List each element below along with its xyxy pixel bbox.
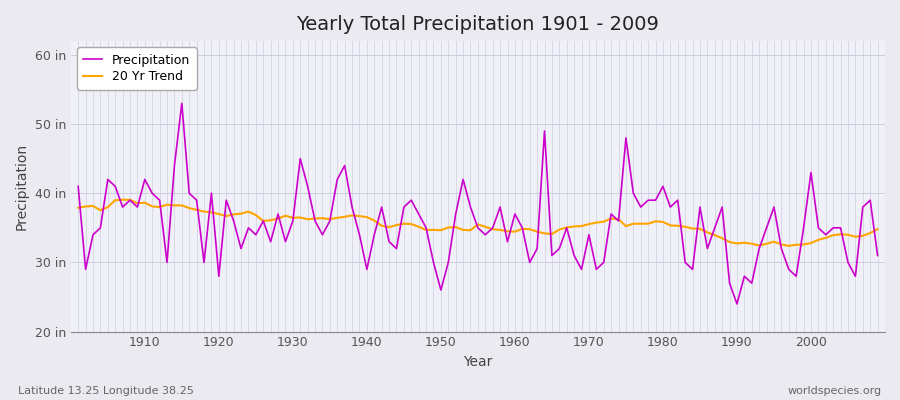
Precipitation	[346, 205, 357, 210]
20 Yr Trend	[73, 205, 84, 210]
Text: Latitude 13.25 Longitude 38.25: Latitude 13.25 Longitude 38.25	[18, 386, 194, 396]
Legend: Precipitation, 20 Yr Trend: Precipitation, 20 Yr Trend	[77, 47, 196, 90]
20 Yr Trend	[302, 217, 313, 222]
X-axis label: Year: Year	[464, 355, 492, 369]
Precipitation	[606, 212, 616, 216]
Precipitation	[302, 184, 313, 189]
Precipitation	[73, 184, 84, 189]
20 Yr Trend	[517, 226, 527, 231]
Line: 20 Yr Trend: 20 Yr Trend	[78, 200, 878, 246]
20 Yr Trend	[140, 200, 150, 205]
20 Yr Trend	[872, 227, 883, 232]
Line: Precipitation: Precipitation	[78, 103, 878, 304]
Precipitation	[176, 101, 187, 106]
Precipitation	[509, 212, 520, 216]
Precipitation	[872, 253, 883, 258]
20 Yr Trend	[606, 216, 616, 221]
20 Yr Trend	[783, 244, 794, 248]
20 Yr Trend	[509, 229, 520, 234]
20 Yr Trend	[117, 197, 128, 202]
Precipitation	[132, 205, 143, 210]
Text: worldspecies.org: worldspecies.org	[788, 386, 882, 396]
20 Yr Trend	[346, 213, 357, 218]
Title: Yearly Total Precipitation 1901 - 2009: Yearly Total Precipitation 1901 - 2009	[296, 15, 660, 34]
Precipitation	[732, 302, 742, 306]
Y-axis label: Precipitation: Precipitation	[15, 143, 29, 230]
Precipitation	[517, 226, 527, 230]
